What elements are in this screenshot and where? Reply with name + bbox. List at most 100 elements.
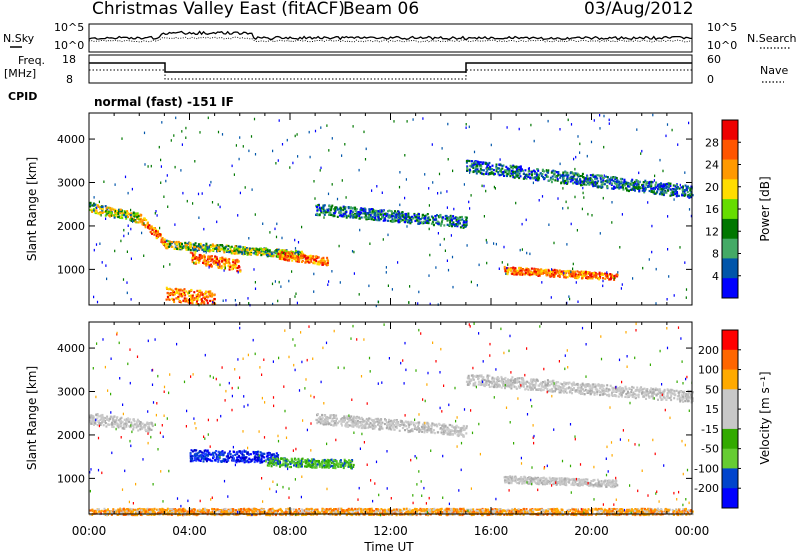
echo-cell <box>377 210 380 213</box>
echo-cell <box>578 271 581 274</box>
echo-cell <box>183 300 186 303</box>
echo-cell <box>132 418 135 421</box>
echo-cell <box>573 275 576 278</box>
echo-cell <box>589 182 591 185</box>
echo-cell <box>196 249 199 252</box>
echo-cell <box>557 272 560 275</box>
echo-cell <box>260 252 263 255</box>
echo-cell <box>535 173 538 176</box>
echo-cell <box>116 422 119 425</box>
echo-cell <box>294 458 297 461</box>
echo-cell <box>333 420 336 423</box>
echo-cell <box>537 272 540 275</box>
echo-cell <box>206 302 209 305</box>
echo-cell <box>612 179 615 182</box>
echo-cell <box>341 214 344 217</box>
echo-cell <box>393 218 396 221</box>
echo-cell <box>244 450 247 453</box>
echo-cell <box>447 429 450 432</box>
echo-cell <box>677 194 680 197</box>
echo-cell <box>203 248 205 251</box>
echo-cell <box>109 418 112 421</box>
noise-cell <box>503 245 505 249</box>
echo-cell <box>287 459 290 462</box>
noise-cell <box>208 266 210 269</box>
echo-cell <box>106 418 109 421</box>
echo-cell <box>125 212 128 216</box>
noise-cell <box>280 285 282 288</box>
echo-cell <box>301 460 304 463</box>
echo-cell <box>92 209 95 212</box>
echo-cell <box>685 189 688 192</box>
echo-cell <box>452 221 455 224</box>
echo-cell <box>280 457 283 460</box>
noise-cell <box>593 183 595 186</box>
echo-cell <box>327 209 330 212</box>
echo-cell <box>393 212 395 215</box>
echo-cell <box>405 217 408 220</box>
noise-cell <box>519 248 521 252</box>
echo-cell <box>279 253 282 256</box>
echo-cell <box>498 163 501 166</box>
echo-cell <box>517 170 520 173</box>
echo-cell <box>207 261 210 264</box>
echo-cell <box>618 187 621 190</box>
echo-cell <box>576 174 579 177</box>
echo-cell <box>642 181 645 184</box>
noise-cell <box>621 213 623 216</box>
noise-cell <box>501 261 503 264</box>
echo-cell <box>581 271 584 274</box>
noise-cell <box>178 242 180 246</box>
echo-cell <box>196 452 199 455</box>
echo-cell <box>351 422 354 425</box>
echo-cell <box>123 418 126 421</box>
echo-cell <box>315 255 318 258</box>
echo-cell <box>215 246 218 249</box>
echo-cell <box>273 458 276 461</box>
echo-cell <box>319 416 322 419</box>
echo-cell <box>435 221 437 224</box>
echo-cell <box>366 218 369 221</box>
noise-cell <box>99 242 101 245</box>
echo-cell <box>446 223 449 226</box>
echo-cell <box>609 278 611 281</box>
echo-cell <box>380 422 383 425</box>
echo-cell <box>213 294 216 297</box>
echo-cell <box>559 173 561 176</box>
echo-cell <box>172 298 175 301</box>
echo-cell <box>363 212 366 215</box>
echo-cell <box>241 252 244 255</box>
colorbar-tick-label: 8 <box>712 248 719 261</box>
echo-cell <box>457 223 460 226</box>
echo-cell <box>492 169 495 172</box>
echo-cell <box>199 459 202 462</box>
noise-cell <box>671 128 673 132</box>
echo-cell <box>571 274 574 277</box>
echo-cell <box>214 458 217 461</box>
echo-cell <box>148 227 151 230</box>
echo-cell <box>530 271 533 274</box>
echo-cell <box>177 240 180 244</box>
echo-cell <box>324 211 327 214</box>
noise-cell <box>541 195 544 198</box>
echo-cell <box>507 270 510 273</box>
echo-cell <box>681 194 684 197</box>
echo-cell <box>203 258 206 261</box>
noise-cell <box>493 242 495 245</box>
echo-cell <box>189 294 192 298</box>
echo-cell <box>633 180 636 183</box>
echo-cell <box>404 221 406 224</box>
echo-cell <box>347 461 350 464</box>
noise-cell <box>295 292 297 295</box>
echo-cell <box>479 164 482 167</box>
echo-cell <box>379 217 382 221</box>
echo-cell <box>191 450 194 453</box>
echo-cell <box>223 451 226 454</box>
echo-cell <box>219 244 222 247</box>
noise-cell <box>186 199 188 203</box>
echo-cell <box>463 220 465 223</box>
echo-cell <box>195 297 198 300</box>
noise-cell <box>581 207 583 211</box>
echo-cell <box>304 462 307 465</box>
echo-cell <box>229 265 232 268</box>
